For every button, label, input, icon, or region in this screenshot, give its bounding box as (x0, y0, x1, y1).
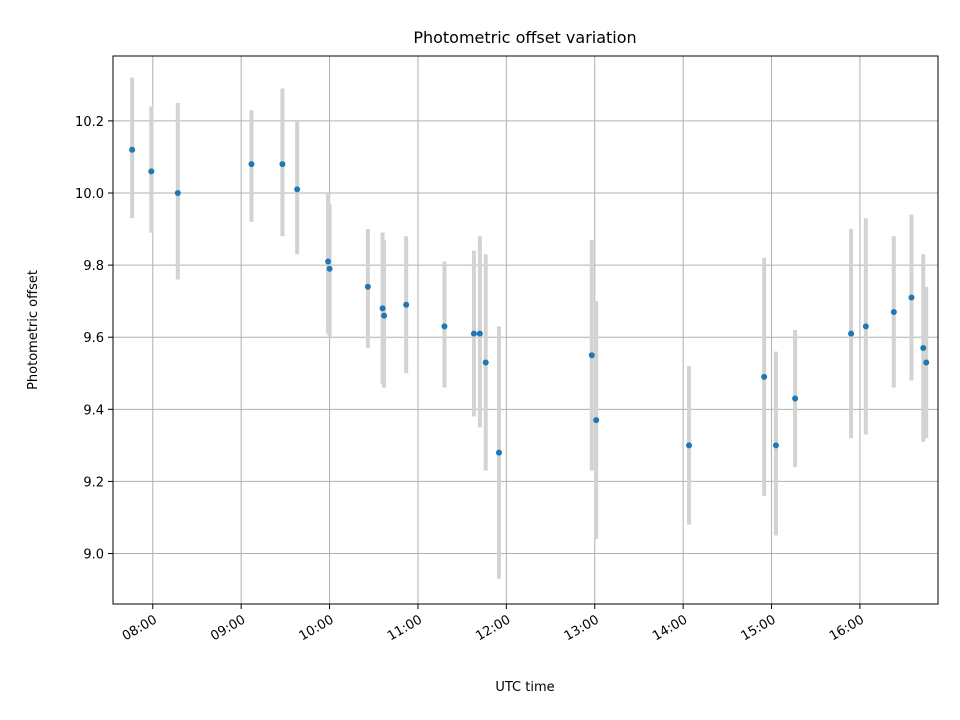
data-point (476, 330, 483, 337)
y-tick-label: 9.8 (83, 259, 104, 274)
y-tick-label: 9.2 (83, 475, 104, 490)
x-axis-label: UTC time (495, 680, 554, 695)
data-point (772, 442, 779, 449)
data-point (174, 190, 181, 196)
data-point (129, 146, 136, 153)
data-point (890, 308, 897, 315)
data-point (364, 283, 371, 290)
data-point (761, 373, 768, 380)
data-point (593, 417, 600, 424)
data-point (403, 301, 410, 308)
data-point (908, 294, 915, 301)
data-point (848, 330, 855, 337)
data-points (129, 146, 930, 456)
data-point (588, 352, 595, 359)
data-point (470, 330, 477, 337)
data-point (920, 345, 927, 352)
grid-lines (113, 56, 938, 604)
data-point (686, 442, 693, 449)
data-point (482, 359, 489, 366)
y-tick-label: 9.4 (83, 403, 104, 418)
y-tick-label: 9.0 (83, 548, 104, 563)
data-point (441, 323, 448, 330)
data-point (148, 168, 155, 175)
chart-title: Photometric offset variation (413, 28, 636, 47)
data-point (325, 258, 332, 265)
data-point (279, 161, 286, 168)
data-point (792, 395, 799, 402)
data-point (381, 312, 388, 319)
y-tick-label: 10.0 (75, 187, 104, 202)
y-tick-label: 9.6 (83, 331, 104, 346)
y-axis-ticks: 9.0 9.2 9.4 9.6 9.8 10.0 10.2 (75, 115, 113, 563)
data-point (379, 305, 386, 312)
data-point (326, 265, 333, 272)
data-point (495, 449, 502, 456)
data-point (862, 323, 869, 330)
y-axis-label: Photometric offset (26, 270, 41, 390)
plot-frame (112, 55, 939, 605)
data-point (248, 161, 255, 168)
data-point (923, 359, 930, 366)
data-point (294, 186, 301, 193)
y-tick-label: 10.2 (75, 115, 104, 130)
